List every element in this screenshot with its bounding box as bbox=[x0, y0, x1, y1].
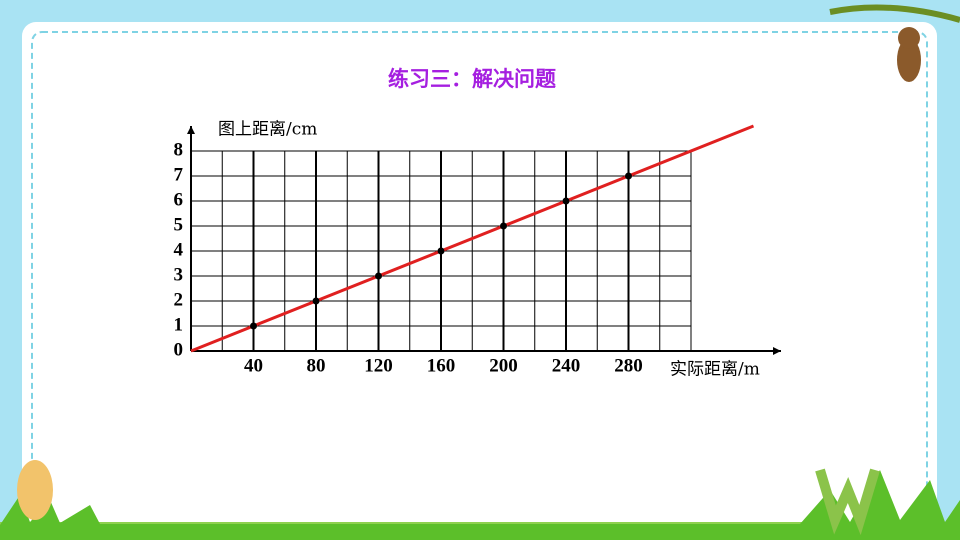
y-tick-label: 1 bbox=[174, 314, 184, 335]
monkey-head bbox=[898, 27, 920, 49]
y-tick-label: 7 bbox=[174, 164, 184, 185]
giraffe bbox=[17, 460, 53, 520]
x-tick-label: 160 bbox=[427, 355, 456, 376]
x-tick-label: 200 bbox=[489, 355, 518, 376]
panel bbox=[22, 22, 937, 532]
x-tick-label: 240 bbox=[552, 355, 581, 376]
data-point bbox=[375, 272, 382, 280]
data-point bbox=[312, 297, 320, 305]
y-tick-label: 2 bbox=[174, 289, 184, 310]
plot: 0 1 2 3 4 5 6 7 8 40 80 120 160 200 240 280 bbox=[174, 124, 781, 376]
data-point bbox=[437, 247, 445, 255]
fit-line bbox=[190, 124, 755, 353]
y-axis-arrow bbox=[187, 126, 195, 134]
grass-blades bbox=[0, 470, 960, 540]
x-axis-arrow bbox=[773, 347, 781, 355]
x-tick-label: 120 bbox=[364, 355, 393, 376]
x-tick-label: 80 bbox=[307, 355, 326, 376]
vine bbox=[829, 4, 960, 23]
data-point bbox=[500, 222, 507, 230]
x-tick-label: 280 bbox=[614, 355, 643, 376]
slide-title: 练习三：解决问题 bbox=[388, 67, 557, 91]
y-axis-label: 图上距离/cm bbox=[218, 120, 317, 140]
data-point bbox=[625, 172, 632, 180]
y-tick-label: 8 bbox=[174, 139, 184, 160]
data-point bbox=[250, 322, 257, 330]
data-point bbox=[562, 197, 570, 205]
y-tick-label: 0 bbox=[174, 339, 184, 360]
y-tick-label: 5 bbox=[174, 214, 184, 235]
y-tick-label: 4 bbox=[174, 239, 184, 260]
y-tick-label: 6 bbox=[174, 189, 184, 210]
x-axis-label: 实际距离/m bbox=[670, 360, 760, 380]
letter-w bbox=[815, 468, 880, 536]
y-tick-label: 3 bbox=[174, 264, 184, 285]
x-tick-label: 40 bbox=[244, 355, 263, 376]
monkey bbox=[897, 38, 921, 82]
